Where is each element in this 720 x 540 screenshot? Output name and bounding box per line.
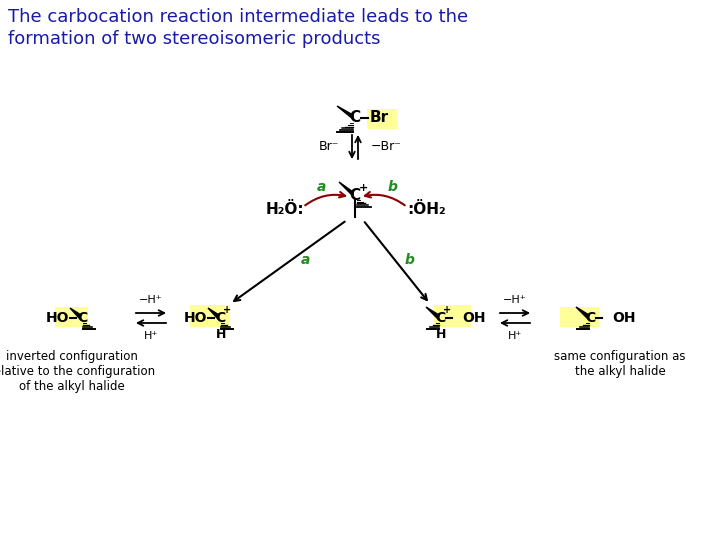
Text: +: + (223, 305, 231, 315)
Text: −H⁺: −H⁺ (139, 295, 163, 305)
Text: −H⁺: −H⁺ (503, 295, 527, 305)
Text: +: + (443, 305, 451, 315)
Text: Br: Br (369, 111, 389, 125)
FancyBboxPatch shape (560, 307, 599, 327)
FancyBboxPatch shape (190, 305, 229, 327)
Text: C: C (77, 311, 87, 325)
Text: C: C (435, 311, 445, 325)
Text: H⁺: H⁺ (144, 331, 158, 341)
Polygon shape (70, 308, 81, 319)
Text: C: C (215, 311, 225, 325)
Text: H: H (216, 327, 226, 341)
Polygon shape (337, 106, 353, 119)
Text: +: + (359, 183, 369, 193)
Text: H₂Ö:: H₂Ö: (266, 202, 305, 218)
FancyBboxPatch shape (367, 109, 397, 129)
Text: HO: HO (45, 311, 69, 325)
Text: C: C (585, 311, 595, 325)
Text: b: b (405, 253, 415, 267)
Text: a: a (300, 253, 310, 267)
Text: inverted configuration
relative to the configuration
of the alkyl halide: inverted configuration relative to the c… (0, 350, 155, 393)
Text: −Br⁻: −Br⁻ (371, 140, 402, 153)
FancyBboxPatch shape (434, 305, 471, 327)
Polygon shape (576, 307, 589, 319)
Text: formation of two stereoisomeric products: formation of two stereoisomeric products (8, 30, 380, 48)
Text: b: b (388, 180, 398, 194)
Text: OH: OH (462, 311, 485, 325)
Polygon shape (339, 182, 353, 196)
Text: OH: OH (612, 311, 636, 325)
Polygon shape (426, 307, 439, 319)
Text: The carbocation reaction intermediate leads to the: The carbocation reaction intermediate le… (8, 8, 468, 26)
Text: C: C (349, 111, 361, 125)
FancyBboxPatch shape (55, 307, 88, 327)
Text: a: a (316, 180, 325, 194)
Text: :ÖH₂: :ÖH₂ (408, 202, 446, 218)
Text: HO: HO (184, 311, 207, 325)
Text: C: C (349, 187, 361, 202)
Polygon shape (208, 308, 219, 319)
Text: H⁺: H⁺ (508, 331, 522, 341)
Text: H: H (436, 327, 446, 341)
Text: same configuration as
the alkyl halide: same configuration as the alkyl halide (554, 350, 685, 378)
Text: Br⁻: Br⁻ (319, 140, 339, 153)
